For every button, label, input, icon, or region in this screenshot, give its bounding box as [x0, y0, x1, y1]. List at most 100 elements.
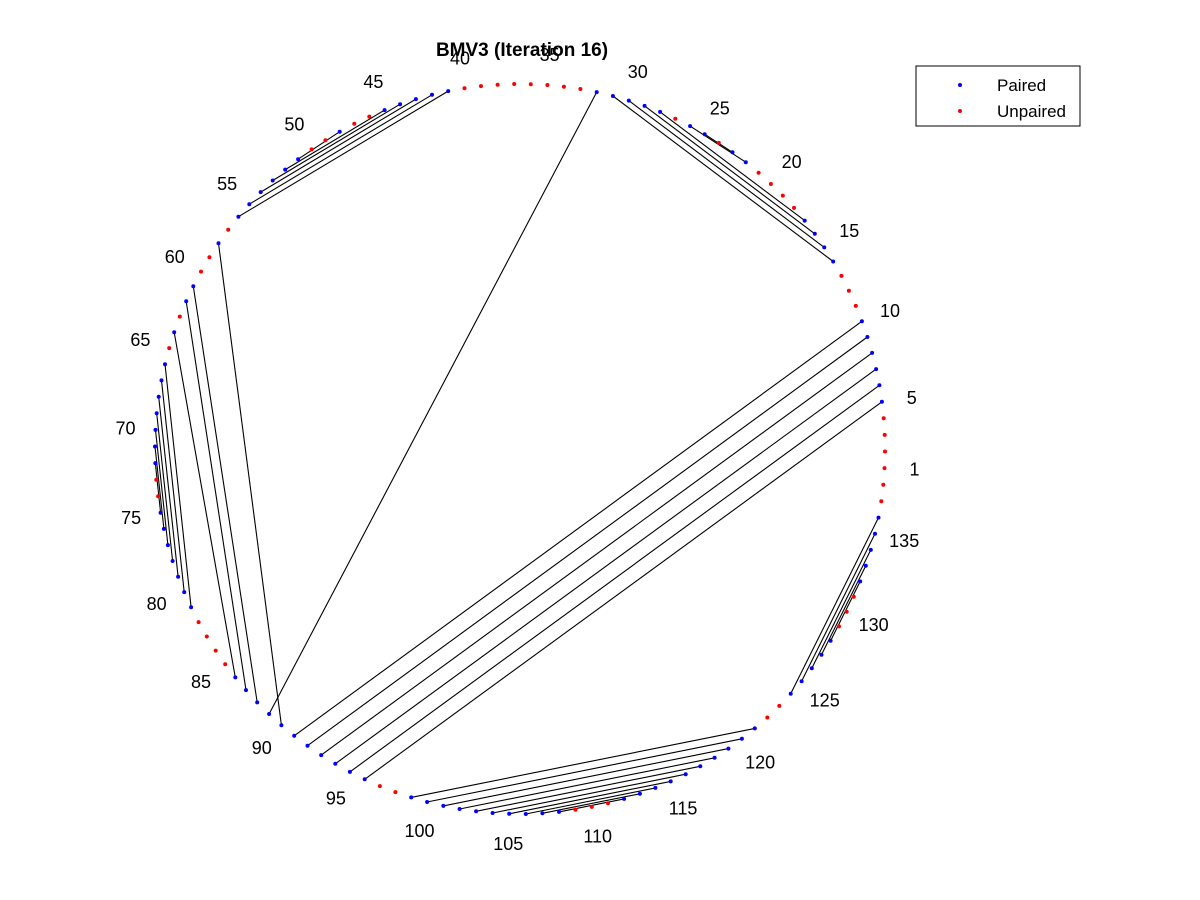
position-label: 25	[710, 98, 730, 118]
position-label: 1	[909, 460, 919, 480]
paired-position-dot	[156, 394, 161, 399]
paired-position-dot	[730, 150, 735, 155]
unpaired-position-dot	[512, 82, 517, 86]
position-label: 105	[493, 834, 523, 854]
unpaired-position-dot	[213, 648, 218, 653]
paired-position-dot	[413, 97, 418, 102]
legend-label-paired: Paired	[997, 76, 1046, 95]
pair-chord	[644, 105, 816, 235]
unpaired-position-dot	[545, 83, 550, 87]
pair-chord	[659, 111, 806, 222]
unpaired-position-dot	[226, 227, 231, 232]
paired-position-dot	[642, 103, 647, 108]
pair-chord	[509, 780, 671, 815]
unpaired-position-dot	[589, 804, 594, 809]
pair-chord	[307, 336, 868, 747]
unpaired-position-dot	[367, 114, 372, 119]
pair-chord	[426, 738, 743, 803]
paired-position-dot	[184, 299, 189, 304]
paired-position-dot	[236, 214, 241, 219]
unpaired-position-dot	[578, 87, 583, 91]
pair-chord	[173, 332, 236, 678]
pair-chord	[293, 320, 863, 737]
position-label: 85	[191, 672, 211, 692]
pair-chord	[249, 94, 433, 205]
paired-position-dot	[702, 132, 707, 137]
paired-position-dot	[626, 98, 631, 103]
unpaired-position-dot	[777, 703, 782, 708]
unpaired-position-dot	[196, 620, 201, 625]
paired-position-dot	[802, 218, 807, 223]
paired-position-dot	[540, 811, 545, 816]
unpaired-position-dot	[881, 416, 886, 421]
position-label: 70	[115, 418, 135, 438]
paired-position-dot	[865, 335, 870, 339]
paired-position-dot	[788, 691, 793, 696]
paired-position-dot	[594, 90, 599, 95]
paired-position-dot	[267, 712, 272, 716]
paired-position-dot	[809, 666, 814, 671]
pair-chord	[612, 95, 834, 262]
pair-chord	[154, 429, 169, 546]
unpaired-position-dot	[606, 801, 610, 806]
paired-position-dot	[247, 202, 252, 207]
paired-position-dot	[430, 92, 434, 97]
unpaired-position-dot	[756, 170, 761, 175]
paired-position-dot	[739, 736, 744, 741]
unpaired-position-dot	[561, 84, 566, 89]
position-label: 120	[745, 753, 775, 773]
paired-position-dot	[165, 543, 170, 548]
legend: Paired Unpaired	[915, 65, 1081, 127]
paired-position-dot	[172, 330, 177, 335]
paired-position-dot	[161, 526, 166, 531]
paired-position-dot	[255, 700, 260, 705]
position-label: 125	[810, 690, 840, 710]
paired-position-dot	[812, 231, 817, 236]
paired-position-dot	[873, 531, 877, 536]
position-label: 65	[130, 330, 150, 350]
unpaired-position-dot	[309, 147, 314, 152]
position-label: 50	[284, 115, 304, 135]
paired-position-dot	[163, 362, 167, 367]
position-label: 135	[889, 531, 919, 551]
pair-chord	[411, 727, 755, 798]
paired-position-dot	[819, 652, 824, 657]
paired-position-dot	[490, 811, 495, 815]
paired-position-dot	[176, 574, 181, 579]
pair-chord	[154, 463, 162, 513]
pair-chord	[334, 368, 877, 765]
paired-position-dot	[523, 812, 528, 816]
pair-chord	[284, 109, 385, 171]
unpaired-position-dot	[839, 273, 844, 278]
pair-chord	[459, 757, 715, 810]
pair-chord	[185, 301, 247, 691]
pair-chords	[154, 90, 883, 815]
unpaired-position-dot	[716, 140, 721, 145]
paired-position-dot	[319, 753, 324, 758]
position-label: 10	[880, 301, 900, 321]
paired-position-dot	[347, 769, 352, 774]
unpaired-position-dot	[528, 82, 533, 87]
position-label: 80	[147, 594, 167, 614]
paired-position-dot	[296, 157, 301, 162]
unpaired-position-dot	[844, 609, 849, 614]
paired-position-dot	[446, 89, 451, 94]
paired-position-dot	[870, 350, 875, 355]
unpaired-position-dot	[154, 477, 159, 482]
unpaired-position-dot	[323, 138, 328, 143]
pair-chord	[492, 773, 686, 814]
pair-chord	[297, 131, 341, 160]
paired-position-dot	[382, 108, 387, 113]
paired-position-dot	[333, 761, 338, 766]
unpaired-position-dot	[765, 715, 770, 720]
pair-chord	[158, 396, 179, 577]
paired-position-dot	[425, 800, 430, 804]
pair-chord	[349, 384, 880, 773]
unpaired-position-dot	[846, 288, 851, 293]
position-label: 55	[217, 174, 237, 194]
paired-position-dot	[877, 383, 882, 388]
unpaired-position-dot	[352, 121, 357, 126]
unpaired-position-dot	[768, 182, 773, 186]
unpaired-position-dot	[377, 784, 382, 789]
